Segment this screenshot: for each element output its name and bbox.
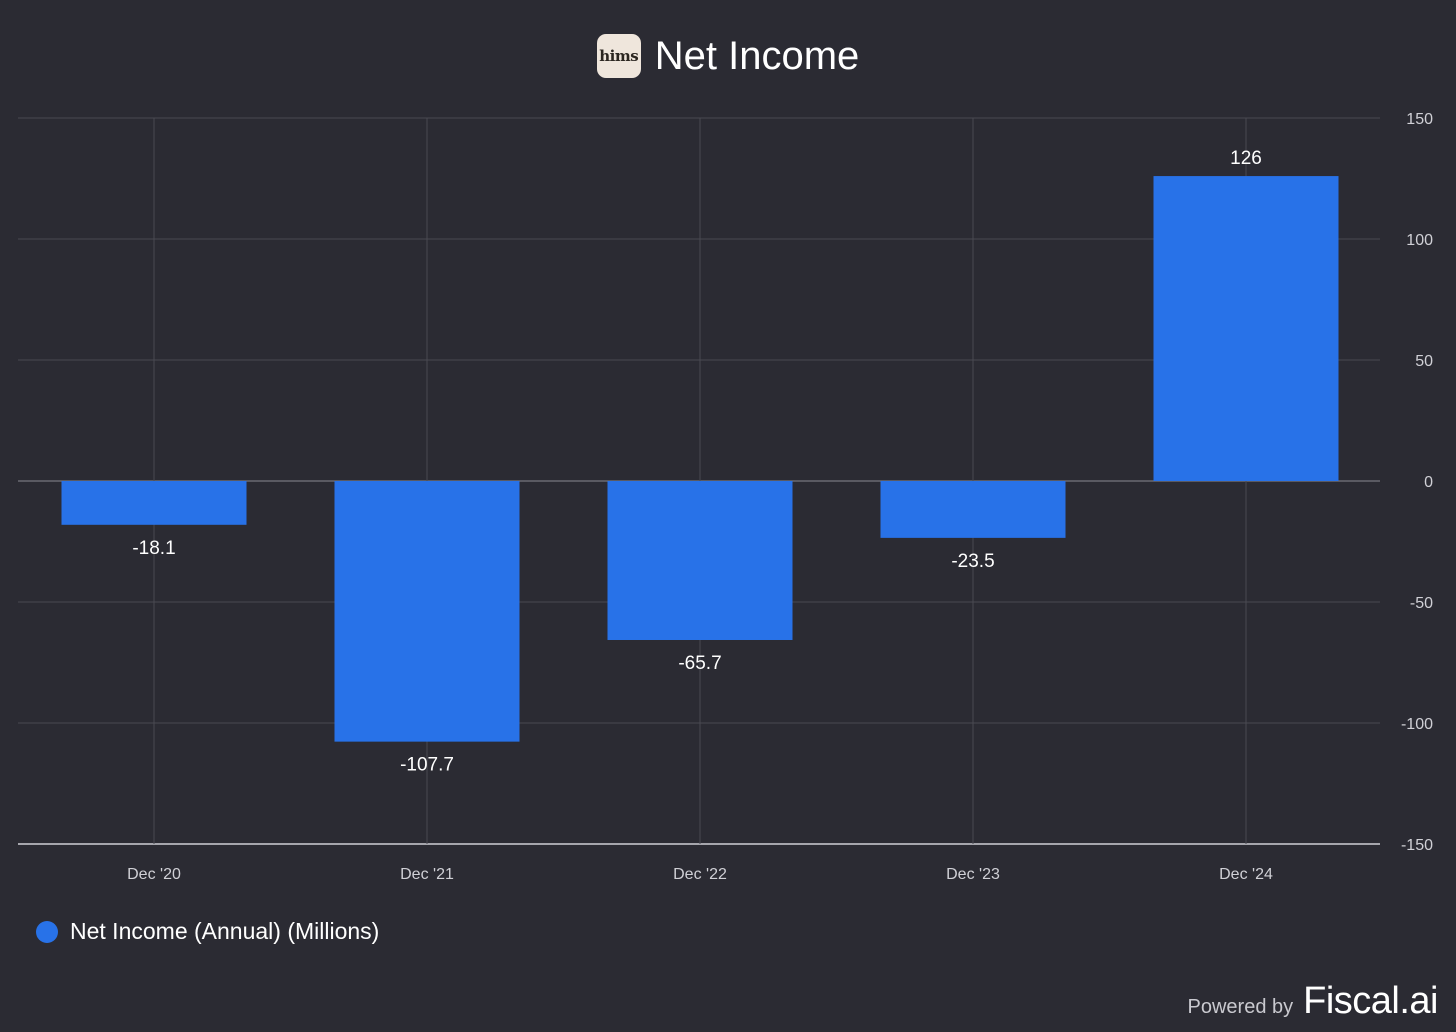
legend-label: Net Income (Annual) (Millions) <box>70 918 380 944</box>
x-tick-label: Dec '21 <box>400 866 454 883</box>
x-tick-label: Dec '22 <box>673 866 727 883</box>
powered-by-text: Powered by <box>1187 996 1294 1018</box>
y-tick-label: 0 <box>1424 474 1433 491</box>
legend-swatch <box>36 920 58 943</box>
legend[interactable]: Net Income (Annual) (Millions) <box>36 918 379 945</box>
y-tick-label: -150 <box>1401 837 1433 854</box>
powered-by[interactable]: Powered by Fiscal.ai <box>1188 980 1439 1023</box>
x-tick-label: Dec '20 <box>127 866 181 883</box>
data-label: -18.1 <box>132 538 175 559</box>
data-label: 126 <box>1230 148 1262 169</box>
data-label: -107.7 <box>400 755 454 776</box>
data-label: -23.5 <box>951 551 994 572</box>
company-logo: hims <box>596 34 641 78</box>
bar-chart: 150 100 50 0 -50 -100 -150 Dec '20 Dec '21 Dec '2… <box>18 111 1433 883</box>
y-tick-label: 100 <box>1406 232 1433 249</box>
bar <box>61 481 247 525</box>
y-tick-label: 50 <box>1415 353 1433 370</box>
bar <box>334 481 520 742</box>
fiscal-ai-logo: Fiscal.ai <box>1303 980 1438 1022</box>
y-tick-label: 150 <box>1406 111 1433 128</box>
chart-title: Net Income <box>654 33 860 78</box>
y-tick-label: -50 <box>1410 595 1433 612</box>
bar <box>1153 176 1339 481</box>
chart-header: hims Net Income <box>0 28 1456 84</box>
data-label: -65.7 <box>678 653 721 674</box>
company-logo-text: hims <box>599 47 639 65</box>
bar <box>880 481 1066 538</box>
bar <box>607 481 793 640</box>
y-tick-label: -100 <box>1401 716 1433 733</box>
x-tick-label: Dec '23 <box>946 866 1000 883</box>
x-tick-label: Dec '24 <box>1219 866 1273 883</box>
